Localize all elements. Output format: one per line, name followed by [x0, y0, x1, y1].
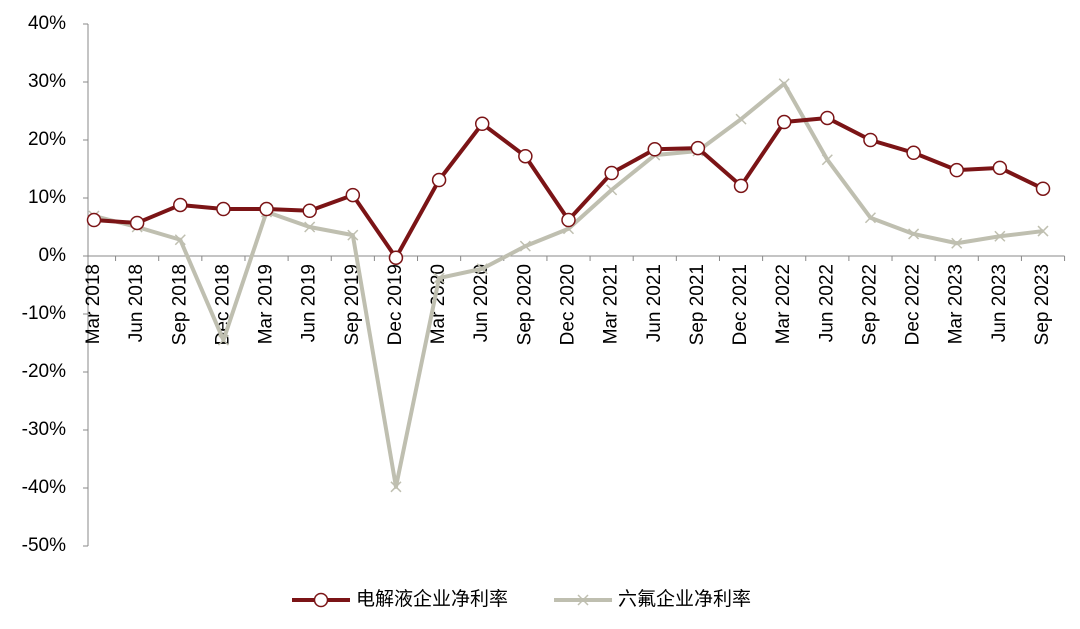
x-tick-label: Dec 2020 [558, 264, 579, 345]
marker [474, 116, 490, 132]
marker [476, 263, 488, 275]
marker [820, 110, 835, 126]
x-tick-label: Sep 2022 [859, 264, 880, 345]
marker [908, 228, 920, 240]
marker [347, 229, 359, 241]
y-tick-label: 20% [28, 129, 66, 150]
x-tick-label: Dec 2022 [903, 264, 924, 345]
x-tick-label: Mar 2019 [256, 264, 277, 344]
marker [345, 187, 361, 203]
y-tick-label: 0% [39, 245, 67, 266]
x-tick-label: Jun 2018 [126, 264, 147, 342]
marker [216, 201, 231, 217]
y-tick-label: -10% [22, 303, 66, 324]
x-tick-label: Mar 2020 [428, 264, 449, 344]
marker [302, 203, 317, 219]
marker [304, 221, 316, 233]
marker [577, 594, 589, 606]
marker [86, 212, 102, 228]
y-tick-label: -40% [22, 477, 66, 498]
x-tick-label: Jun 2019 [299, 264, 320, 342]
legend-label: 六氟企业净利率 [618, 588, 751, 610]
marker [388, 250, 404, 265]
x-tick-label: Mar 2022 [773, 264, 794, 344]
series [86, 110, 1051, 265]
x-tick-label: Sep 2020 [514, 264, 535, 345]
x-tick-label: Dec 2018 [212, 264, 233, 345]
marker [519, 240, 531, 252]
x-tick-label: Mar 2023 [946, 264, 967, 344]
legend-label: 电解液企业净利率 [356, 588, 508, 610]
x-tick-label: Mar 2018 [83, 264, 104, 344]
y-tick-label: 40% [28, 13, 66, 34]
marker [735, 113, 747, 125]
y-tick-label: -30% [22, 419, 66, 440]
line [93, 115, 1044, 260]
marker [174, 234, 186, 246]
x-tick-label: Dec 2021 [730, 264, 751, 345]
series [88, 78, 1049, 493]
marker [992, 160, 1008, 176]
x-tick-label: Jun 2020 [471, 264, 492, 342]
x-tick-label: Jun 2022 [816, 264, 837, 342]
marker [864, 212, 876, 224]
x-tick-label: Mar 2021 [601, 264, 622, 344]
marker [1035, 181, 1051, 196]
marker [733, 178, 749, 194]
marker [994, 230, 1006, 242]
marker [906, 145, 921, 161]
marker [518, 148, 533, 164]
x-tick-label: Jun 2023 [989, 264, 1010, 342]
y-tick-label: 10% [28, 187, 66, 208]
x-tick-label: Sep 2021 [687, 264, 708, 345]
x-tick-label: Sep 2018 [169, 264, 190, 345]
marker [647, 142, 663, 157]
marker [129, 215, 145, 231]
marker [951, 237, 963, 249]
marker [217, 334, 229, 346]
marker [863, 132, 878, 148]
x-tick-label: Jun 2021 [644, 264, 665, 342]
y-tick-label: -50% [22, 535, 66, 556]
y-tick-label: 30% [28, 71, 66, 92]
y-tick-label: -20% [22, 361, 66, 382]
marker [949, 162, 964, 178]
x-tick-label: Dec 2019 [385, 264, 406, 345]
marker [1037, 225, 1049, 237]
marker [606, 184, 618, 196]
x-tick-label: Sep 2019 [342, 264, 363, 345]
marker [313, 592, 329, 608]
marker [561, 212, 576, 228]
marker [259, 201, 274, 217]
marker [776, 114, 792, 130]
x-tick-label: Sep 2023 [1032, 264, 1053, 345]
marker [778, 78, 790, 90]
marker [604, 165, 619, 181]
marker [821, 154, 833, 166]
marker [173, 197, 188, 213]
marker [690, 140, 706, 156]
marker [433, 272, 445, 284]
marker [390, 481, 402, 493]
marker [431, 172, 447, 188]
